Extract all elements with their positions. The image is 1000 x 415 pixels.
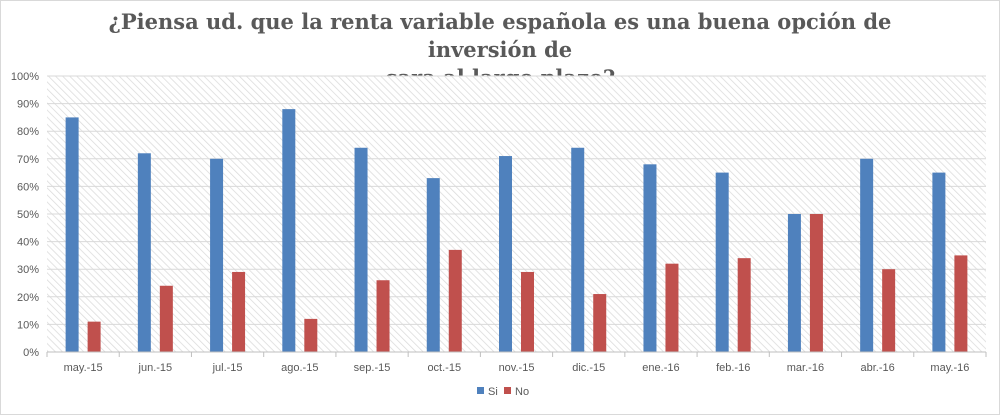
y-tick-label: 50% bbox=[17, 209, 39, 221]
x-tick-label: feb.-16 bbox=[716, 362, 750, 374]
bar-si-feb.-16 bbox=[715, 172, 729, 352]
legend-swatch-si bbox=[477, 387, 484, 394]
bar-no-abr.-16 bbox=[882, 269, 896, 352]
bar-no-mar.-16 bbox=[809, 214, 823, 352]
bar-si-dic.-15 bbox=[571, 147, 585, 352]
bar-si-oct.-15 bbox=[426, 178, 440, 352]
x-tick-label: jul.-15 bbox=[212, 362, 243, 374]
x-tick-label: ago.-15 bbox=[281, 362, 318, 374]
bar-no-ene.-16 bbox=[665, 263, 679, 352]
bar-si-nov.-15 bbox=[499, 156, 512, 352]
chart-title-line-1: ¿Piensa ud. que la renta variable españo… bbox=[108, 9, 892, 62]
y-tick-label: 80% bbox=[17, 126, 39, 138]
bar-no-jun.-15 bbox=[159, 285, 173, 352]
y-tick-label: 90% bbox=[17, 99, 39, 111]
y-tick-label: 100% bbox=[11, 71, 39, 83]
x-tick-label: mar.-16 bbox=[787, 362, 824, 374]
bar-si-abr.-16 bbox=[860, 158, 874, 352]
bar-si-ene.-16 bbox=[643, 164, 657, 352]
bar-si-may.-16 bbox=[932, 172, 946, 352]
bar-si-jun.-15 bbox=[137, 153, 151, 352]
y-tick-label: 10% bbox=[17, 319, 39, 331]
x-tick-label: ene.-16 bbox=[642, 362, 679, 374]
y-tick-label: 20% bbox=[17, 292, 39, 304]
x-tick-label: may.-16 bbox=[930, 362, 969, 374]
x-tick-label: may.-15 bbox=[64, 362, 103, 374]
bar-no-may.-15 bbox=[87, 321, 101, 352]
x-tick-label: nov.-15 bbox=[499, 362, 535, 374]
legend-label-no: No bbox=[515, 386, 529, 398]
bar-si-mar.-16 bbox=[787, 214, 801, 352]
y-tick-label: 0% bbox=[23, 347, 39, 359]
bar-no-jul.-15 bbox=[232, 271, 246, 352]
legend-swatch-no bbox=[504, 387, 511, 394]
legend-label-si: Si bbox=[488, 386, 498, 398]
y-tick-label: 30% bbox=[17, 264, 39, 276]
bar-si-sep.-15 bbox=[354, 147, 368, 352]
x-tick-label: jun.-15 bbox=[138, 362, 173, 374]
bar-no-feb.-16 bbox=[737, 258, 751, 352]
y-tick-label: 70% bbox=[17, 154, 39, 166]
bar-si-jul.-15 bbox=[210, 158, 224, 352]
bar-no-oct.-15 bbox=[448, 249, 462, 352]
x-tick-label: dic.-15 bbox=[572, 362, 605, 374]
x-tick-label: abr.-16 bbox=[861, 362, 895, 374]
bar-no-ago.-15 bbox=[304, 318, 318, 352]
y-tick-label: 40% bbox=[17, 237, 39, 249]
x-tick-label: sep.-15 bbox=[354, 362, 391, 374]
x-tick-label: oct.-15 bbox=[427, 362, 461, 374]
y-tick-label: 60% bbox=[17, 181, 39, 193]
bar-si-ago.-15 bbox=[282, 109, 296, 353]
bar-si-may.-15 bbox=[65, 117, 79, 353]
bar-no-dic.-15 bbox=[593, 294, 607, 352]
bar-no-sep.-15 bbox=[376, 280, 390, 352]
bar-no-nov.-15 bbox=[521, 271, 534, 352]
bar-no-may.-16 bbox=[954, 255, 968, 352]
